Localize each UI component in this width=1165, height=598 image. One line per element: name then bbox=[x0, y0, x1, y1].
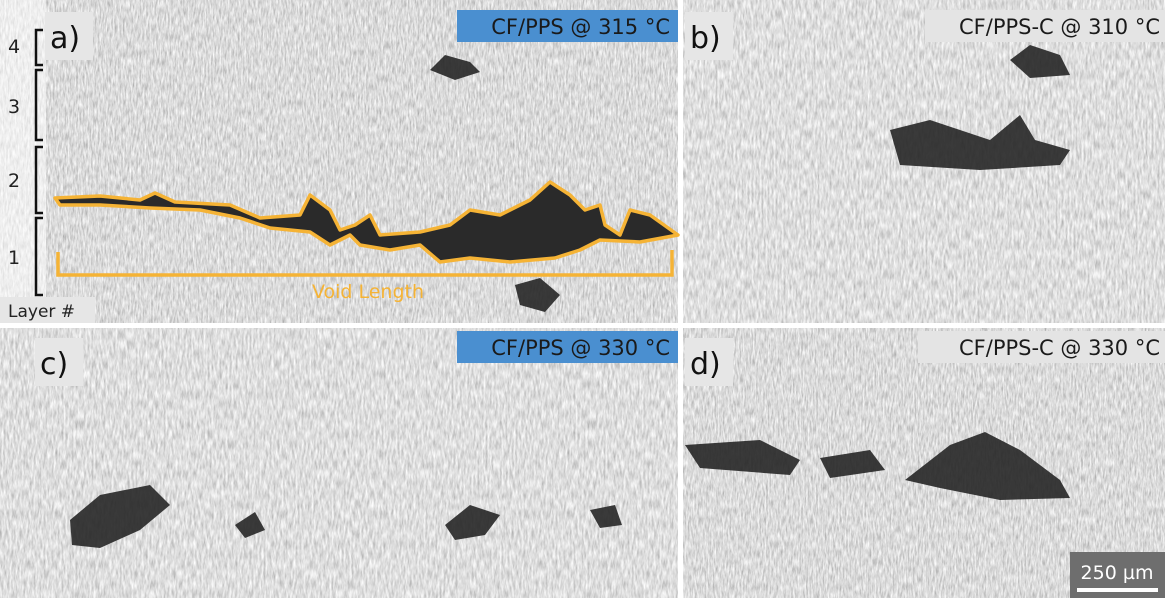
layer-axis-label: Layer # bbox=[8, 302, 75, 322]
layer-strip bbox=[0, 0, 46, 297]
layer-label: 3 bbox=[8, 96, 20, 118]
panel-title: CF/PPS-C @ 310 °C bbox=[959, 15, 1160, 39]
scale-bar-label: 250 µm bbox=[1081, 562, 1154, 584]
void-length-label: Void Length bbox=[312, 281, 424, 303]
panel-letter: c) bbox=[40, 347, 68, 382]
layer-label: 4 bbox=[8, 36, 20, 58]
panel-title: CF/PPS @ 330 °C bbox=[491, 336, 670, 360]
panel-letter: d) bbox=[690, 347, 721, 382]
layer-label: 1 bbox=[8, 247, 20, 269]
micrograph-c bbox=[0, 328, 678, 598]
layer-label: 2 bbox=[8, 170, 20, 192]
panel-title: CF/PPS @ 315 °C bbox=[491, 15, 670, 39]
panel-letter: a) bbox=[50, 21, 80, 56]
panel-title: CF/PPS-C @ 330 °C bbox=[959, 336, 1160, 360]
panel-letter: b) bbox=[690, 21, 721, 56]
figure: Void Length 4 3 2 1 Layer # CF/PPS @ 315… bbox=[0, 0, 1165, 598]
